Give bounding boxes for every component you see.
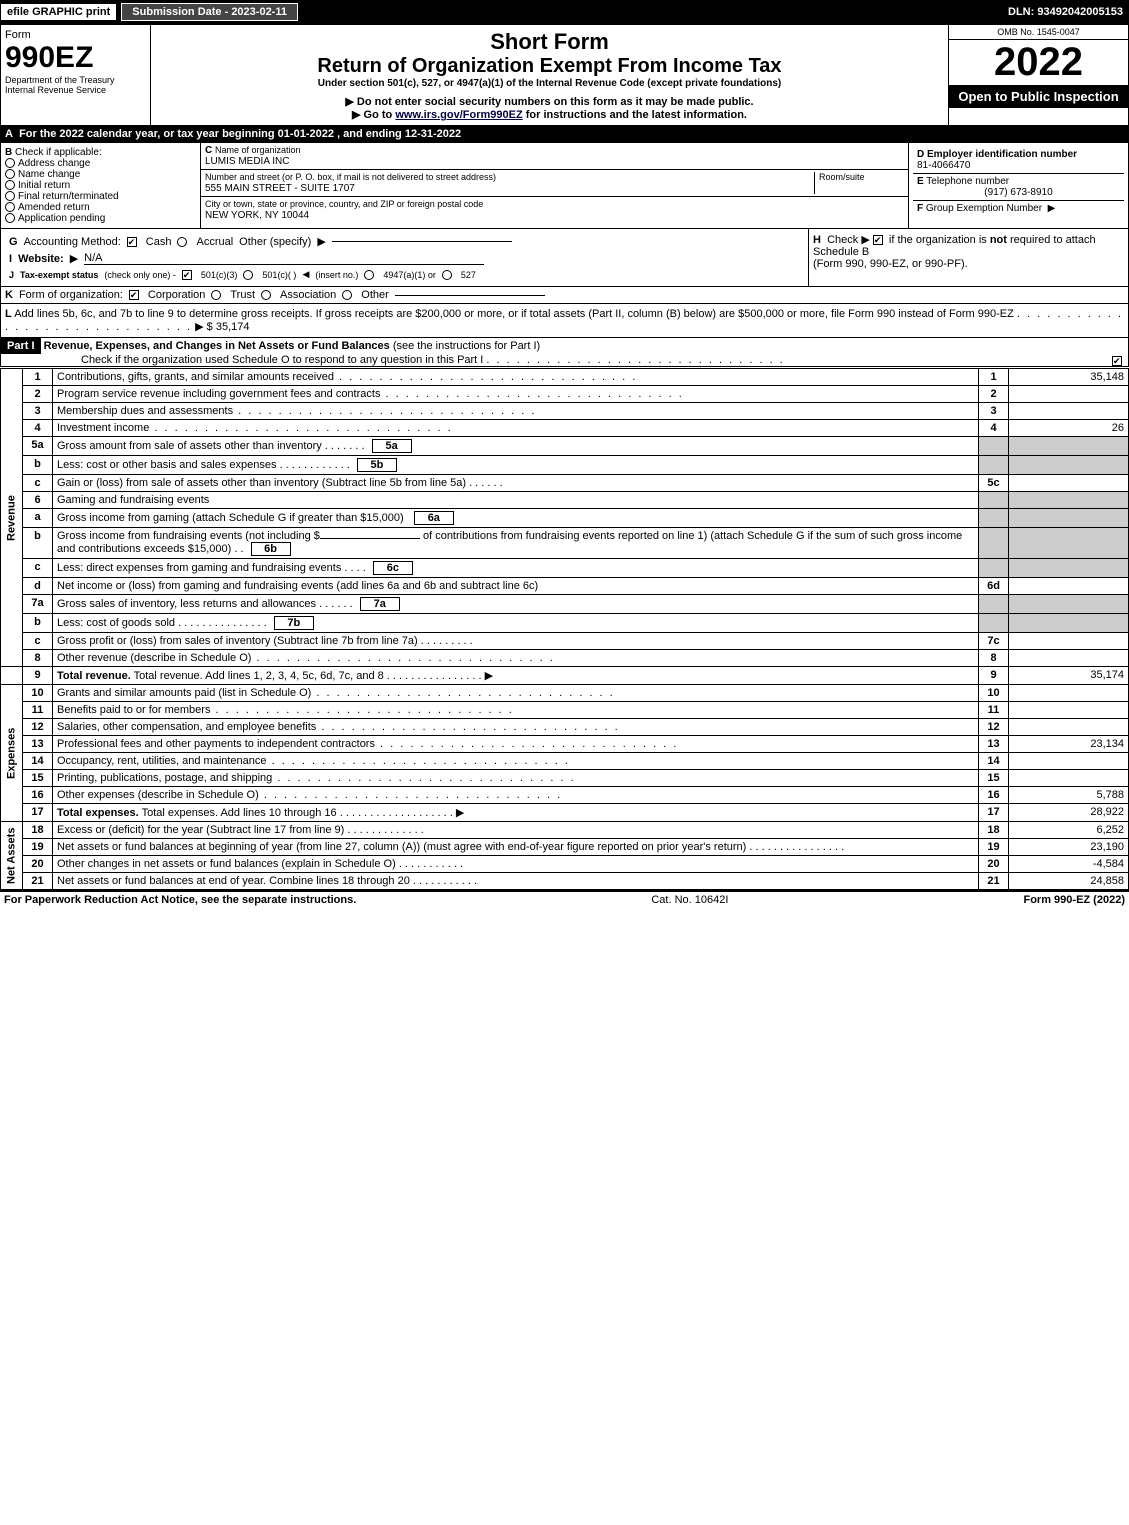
- line17-amt: 28,922: [1009, 804, 1129, 822]
- room-label: Room/suite: [819, 172, 865, 182]
- amended-return-check[interactable]: [5, 202, 15, 212]
- line20-amt: -4,584: [1009, 856, 1129, 873]
- 501c3-check[interactable]: [182, 270, 192, 280]
- corp-check[interactable]: [129, 290, 139, 300]
- 4947-check[interactable]: [364, 270, 374, 280]
- other-org-check[interactable]: [342, 290, 352, 300]
- part1-header: Part I Revenue, Expenses, and Changes in…: [0, 338, 1129, 367]
- ein-value: 81-4066470: [917, 160, 970, 171]
- org-address: 555 MAIN STREET - SUITE 1707: [205, 183, 355, 194]
- org-city: NEW YORK, NY 10044: [205, 210, 309, 221]
- 501c-check[interactable]: [243, 270, 253, 280]
- website-label: Website:: [18, 253, 64, 265]
- expenses-tab: Expenses: [1, 685, 23, 822]
- 527-check[interactable]: [442, 270, 452, 280]
- cat-no: Cat. No. 10642I: [651, 894, 728, 906]
- addr-label: Number and street (or P. O. box, if mail…: [205, 172, 496, 182]
- check-applicable-label: Check if applicable:: [15, 147, 102, 158]
- open-inspection: Open to Public Inspection: [949, 85, 1128, 108]
- irs-label: Internal Revenue Service: [5, 85, 146, 95]
- schedule-o-check[interactable]: [1112, 356, 1122, 366]
- line16-amt: 5,788: [1009, 787, 1129, 804]
- goto-note: Go to www.irs.gov/Form990EZ for instruct…: [155, 108, 944, 121]
- dln-label: DLN: 93492042005153: [1008, 6, 1129, 18]
- line19-amt: 23,190: [1009, 839, 1129, 856]
- form-org-label: Form of organization:: [19, 289, 123, 301]
- line-l: L Add lines 5b, 6c, and 7b to line 9 to …: [0, 304, 1129, 338]
- acct-method-label: Accounting Method:: [24, 236, 121, 248]
- org-name-label: Name of organization: [215, 145, 301, 155]
- gh-row: G Accounting Method: Cash Accrual Other …: [0, 229, 1129, 287]
- initial-return-check[interactable]: [5, 180, 15, 190]
- under-section: Under section 501(c), 527, or 4947(a)(1)…: [155, 78, 944, 89]
- phone-label: Telephone number: [926, 176, 1009, 187]
- part1-table: Revenue 1Contributions, gifts, grants, a…: [0, 368, 1129, 890]
- form-ref: Form 990-EZ (2022): [1023, 894, 1125, 906]
- addr-change-check[interactable]: [5, 158, 15, 168]
- entity-block: B Check if applicable: Address change Na…: [0, 143, 1129, 229]
- name-change-check[interactable]: [5, 169, 15, 179]
- city-label: City or town, state or province, country…: [205, 199, 483, 209]
- tax-year: 2022: [949, 40, 1128, 85]
- gross-receipts: $ 35,174: [207, 321, 250, 333]
- line-a: A For the 2022 calendar year, or tax yea…: [0, 126, 1129, 143]
- irs-link[interactable]: www.irs.gov/Form990EZ: [395, 109, 522, 121]
- website-value: N/A: [84, 252, 484, 265]
- form-header: Form 990EZ Department of the Treasury In…: [0, 24, 1129, 126]
- efile-label: efile GRAPHIC print: [0, 3, 117, 21]
- phone-value: (917) 673-8910: [917, 187, 1120, 198]
- schedule-o-note: Check if the organization used Schedule …: [81, 354, 483, 366]
- netassets-tab: Net Assets: [1, 822, 23, 890]
- return-title: Return of Organization Exempt From Incom…: [155, 55, 944, 78]
- top-bar: efile GRAPHIC print Submission Date - 20…: [0, 0, 1129, 24]
- line9-amt: 35,174: [1009, 667, 1129, 685]
- revenue-tab: Revenue: [1, 369, 23, 667]
- cash-check[interactable]: [127, 237, 137, 247]
- short-form-title: Short Form: [155, 29, 944, 55]
- ssn-note: Do not enter social security numbers on …: [155, 95, 944, 108]
- final-return-check[interactable]: [5, 191, 15, 201]
- paperwork-notice: For Paperwork Reduction Act Notice, see …: [4, 894, 356, 906]
- org-name: LUMIS MEDIA INC: [205, 156, 289, 167]
- line4-amt: 26: [1009, 420, 1129, 437]
- part1-title: Revenue, Expenses, and Changes in Net As…: [44, 340, 390, 352]
- form-word: Form: [5, 29, 146, 41]
- omb-no: OMB No. 1545-0047: [949, 25, 1128, 40]
- line18-amt: 6,252: [1009, 822, 1129, 839]
- ein-label: Employer identification number: [927, 149, 1077, 160]
- group-exempt-label: Group Exemption Number: [926, 203, 1042, 214]
- page-footer: For Paperwork Reduction Act Notice, see …: [0, 890, 1129, 908]
- line21-amt: 24,858: [1009, 873, 1129, 890]
- assoc-check[interactable]: [261, 290, 271, 300]
- accrual-check[interactable]: [177, 237, 187, 247]
- line1-amt: 35,148: [1009, 369, 1129, 386]
- form-number: 990EZ: [5, 41, 146, 75]
- tax-exempt-label: Tax-exempt status: [20, 270, 98, 280]
- part1-label: Part I: [1, 338, 41, 354]
- line13-amt: 23,134: [1009, 736, 1129, 753]
- trust-check[interactable]: [211, 290, 221, 300]
- submission-date: Submission Date - 2023-02-11: [121, 3, 298, 21]
- app-pending-check[interactable]: [5, 213, 15, 223]
- line-k: K Form of organization: Corporation Trus…: [0, 287, 1129, 304]
- schedule-b-check[interactable]: [873, 235, 883, 245]
- dept-label: Department of the Treasury: [5, 75, 146, 85]
